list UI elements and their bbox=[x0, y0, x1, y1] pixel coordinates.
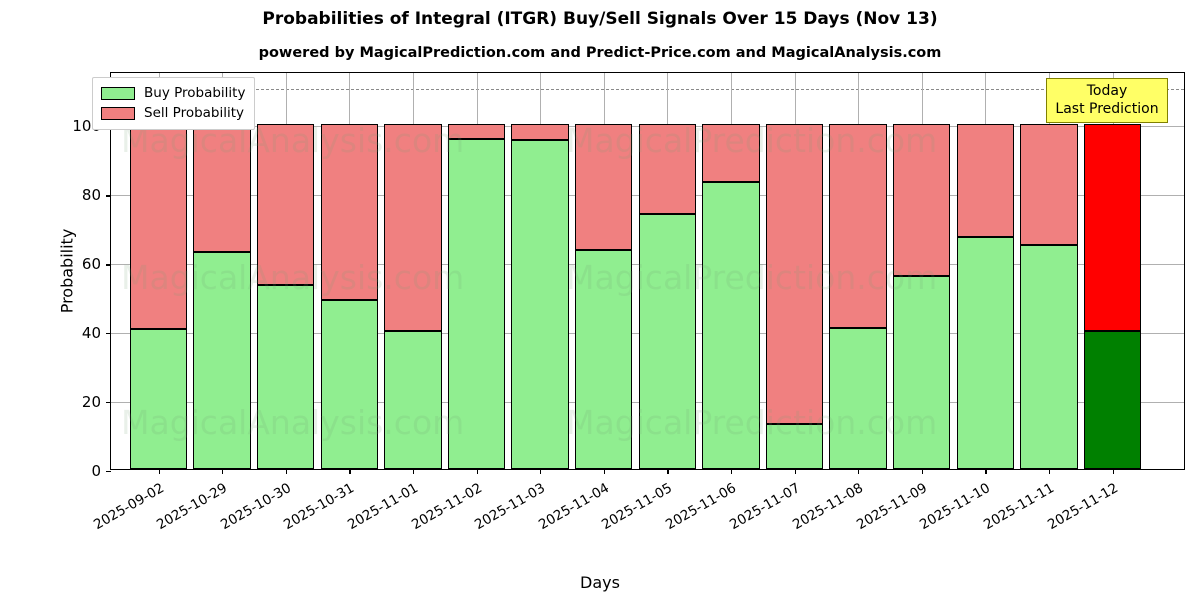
y-tick-label: 60 bbox=[81, 255, 101, 274]
bar-group[interactable] bbox=[702, 71, 760, 469]
legend-label-buy: Buy Probability bbox=[144, 85, 246, 101]
x-tick-mark bbox=[1048, 469, 1051, 474]
sell-segment[interactable] bbox=[129, 124, 188, 330]
buy-segment[interactable] bbox=[765, 423, 824, 469]
sell-segment[interactable] bbox=[892, 124, 951, 277]
bar-group[interactable] bbox=[638, 71, 697, 469]
buy-segment[interactable] bbox=[384, 331, 442, 469]
y-gridline bbox=[111, 471, 1184, 472]
x-tick-mark bbox=[349, 469, 351, 474]
sell-segment[interactable] bbox=[447, 124, 506, 139]
bar-group[interactable] bbox=[129, 71, 188, 469]
x-tick-mark bbox=[412, 469, 415, 474]
sell-segment[interactable] bbox=[765, 124, 824, 424]
today-annotation-line1: Today bbox=[1086, 83, 1128, 99]
bar-group[interactable] bbox=[829, 71, 887, 469]
reference-dashed-line bbox=[111, 88, 1184, 90]
x-tick-mark bbox=[1112, 469, 1114, 474]
chart-title: Probabilities of Integral (ITGR) Buy/Sel… bbox=[262, 9, 938, 29]
buy-segment[interactable] bbox=[638, 214, 697, 469]
sell-segment[interactable] bbox=[574, 124, 633, 251]
bar-group[interactable] bbox=[892, 71, 951, 469]
sell-segment[interactable] bbox=[829, 124, 887, 328]
legend-item-buy: Buy Probability bbox=[101, 83, 245, 103]
x-tick-mark bbox=[794, 469, 796, 474]
buy-segment[interactable] bbox=[574, 250, 633, 469]
buy-segment[interactable] bbox=[702, 181, 760, 469]
legend-label-sell: Sell Probability bbox=[144, 105, 245, 121]
today-annotation: Today Last Prediction bbox=[1046, 78, 1168, 123]
bar-group[interactable] bbox=[956, 71, 1015, 469]
buy-segment[interactable] bbox=[193, 251, 251, 469]
x-tick-mark bbox=[540, 469, 542, 474]
sell-segment[interactable] bbox=[1020, 124, 1078, 246]
y-tick-label: 0 bbox=[91, 462, 101, 480]
buy-segment[interactable] bbox=[256, 284, 315, 469]
buy-segment[interactable] bbox=[956, 237, 1015, 469]
buy-segment[interactable] bbox=[1020, 245, 1078, 469]
bar-group[interactable] bbox=[320, 71, 379, 469]
bar-group[interactable] bbox=[574, 71, 633, 469]
bar-group[interactable] bbox=[447, 71, 506, 469]
x-tick-mark bbox=[667, 469, 669, 474]
x-axis-label: Days bbox=[580, 573, 620, 592]
sell-segment[interactable] bbox=[193, 124, 251, 252]
sell-segment[interactable] bbox=[956, 124, 1015, 238]
buy-segment[interactable] bbox=[129, 329, 188, 469]
y-tick-mark bbox=[106, 333, 111, 335]
x-tick-mark bbox=[603, 469, 605, 474]
buy-color-swatch bbox=[101, 86, 135, 100]
bar-group[interactable] bbox=[256, 71, 315, 469]
buy-segment[interactable] bbox=[1083, 331, 1142, 469]
y-tick-mark bbox=[106, 195, 111, 197]
x-tick-mark bbox=[730, 469, 733, 474]
bar-group[interactable] bbox=[193, 71, 251, 469]
sell-color-swatch bbox=[101, 106, 135, 120]
y-tick-mark bbox=[106, 264, 111, 266]
sell-segment[interactable] bbox=[384, 124, 442, 332]
buy-segment[interactable] bbox=[320, 300, 379, 469]
plot-area: Probability MagicalAnalysis.comMagicalPr… bbox=[58, 71, 1185, 533]
chart-legend: Buy Probability Sell Probability bbox=[92, 77, 256, 130]
buy-segment[interactable] bbox=[447, 138, 506, 469]
x-tick-mark bbox=[985, 469, 987, 474]
x-tick-mark bbox=[285, 469, 287, 474]
bar-group[interactable] bbox=[384, 71, 442, 469]
today-annotation-line2: Last Prediction bbox=[1055, 101, 1159, 117]
x-tick-mark bbox=[158, 469, 160, 474]
y-tick-mark bbox=[106, 471, 111, 473]
x-tick-mark bbox=[222, 469, 224, 474]
bar-group[interactable] bbox=[511, 71, 569, 469]
bar-group[interactable] bbox=[1020, 71, 1078, 469]
legend-item-sell: Sell Probability bbox=[101, 103, 245, 123]
y-tick-label: 40 bbox=[81, 324, 101, 343]
x-tick-mark bbox=[476, 469, 478, 474]
buy-segment[interactable] bbox=[511, 139, 569, 469]
sell-segment[interactable] bbox=[702, 124, 760, 182]
buy-segment[interactable] bbox=[892, 276, 951, 469]
bar-group[interactable] bbox=[765, 71, 824, 469]
sell-segment[interactable] bbox=[638, 124, 697, 215]
sell-segment[interactable] bbox=[256, 124, 315, 285]
buy-segment[interactable] bbox=[829, 327, 887, 469]
y-tick-label: 20 bbox=[81, 393, 101, 412]
sell-segment[interactable] bbox=[511, 124, 569, 140]
sell-segment[interactable] bbox=[320, 124, 379, 301]
chart-subtitle: powered by MagicalPrediction.com and Pre… bbox=[258, 45, 942, 61]
x-tick-mark bbox=[858, 469, 860, 474]
y-tick-label: 80 bbox=[81, 186, 101, 205]
bar-group[interactable] bbox=[1083, 71, 1142, 469]
x-tick-mark bbox=[921, 469, 923, 474]
y-tick-mark bbox=[106, 402, 111, 404]
sell-segment[interactable] bbox=[1083, 124, 1142, 332]
